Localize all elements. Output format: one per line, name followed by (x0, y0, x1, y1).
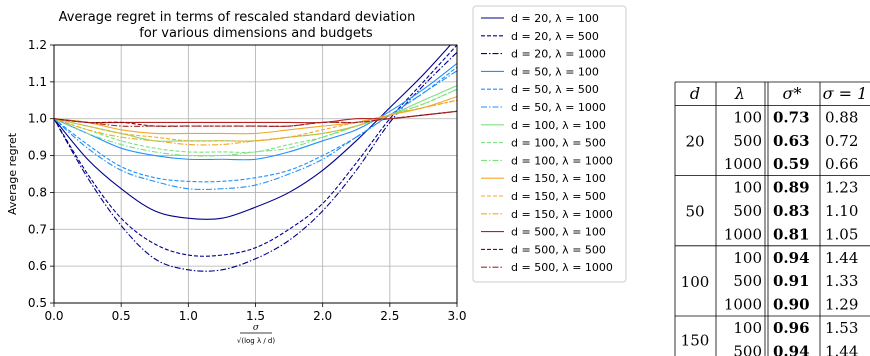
table-cell-sigma-one: 1.44 (825, 342, 858, 356)
axis-ticks: 0.0 0.5 1.0 1.5 2.0 2.5 3.00.50.60.70.80.91.01… (28, 38, 467, 323)
table-cell-sigma-star: 0.94 (773, 342, 810, 356)
legend-entry: d = 50, λ = 500 (511, 83, 599, 96)
series-line-11 (54, 99, 457, 146)
results-table: d λ σ* σ = 1 100 0.73 0.88 500 0.63 0.72 1000 0.59 0… (674, 81, 870, 356)
legend-entry: d = 150, λ = 1000 (511, 208, 613, 221)
table-cell-sigma-star: 0.96 (773, 319, 810, 337)
table-cell-sigma-star: 0.89 (773, 179, 810, 197)
table-cell-lambda: 100 (733, 179, 762, 197)
table-header: σ* (783, 84, 802, 103)
x-axis-label-denominator: √(log λ / d) (237, 337, 275, 345)
table-cell-lambda: 500 (733, 272, 762, 290)
legend-entry: d = 20, λ = 1000 (511, 48, 606, 61)
x-tick-label: 2.0 (313, 309, 332, 323)
table-cell-d: 50 (685, 203, 704, 221)
legend-entry: d = 100, λ = 100 (511, 119, 606, 132)
legend-entry: d = 150, λ = 100 (511, 172, 606, 185)
y-tick-label: 1.1 (28, 75, 47, 89)
table-header: σ = 1 (823, 84, 868, 103)
table-cell-lambda: 500 (733, 342, 762, 356)
chart-subtitle: for various dimensions and budgets (139, 26, 373, 41)
y-axis-label: Average regret (6, 132, 19, 215)
series-lines (54, 45, 457, 272)
series-line-2 (54, 51, 457, 272)
y-tick-label: 0.5 (28, 296, 47, 310)
table-cell-lambda: 100 (733, 249, 762, 267)
y-tick-label: 0.6 (28, 259, 47, 273)
table-cell-lambda: 500 (733, 132, 762, 150)
legend-box (472, 5, 627, 283)
table-cell-sigma-star: 0.59 (773, 155, 810, 173)
table-cell-lambda: 500 (733, 202, 762, 220)
x-tick-label: 0.5 (112, 309, 131, 323)
table-cell-sigma-one: 1.05 (825, 225, 858, 243)
x-tick-label: 3.0 (447, 309, 466, 323)
table-cell-sigma-one: 1.53 (825, 319, 858, 337)
y-tick-label: 0.8 (28, 185, 47, 199)
table-cell-sigma-one: 1.33 (825, 272, 858, 290)
legend-entry: d = 100, λ = 1000 (511, 154, 613, 167)
series-line-0 (54, 45, 452, 220)
x-tick-label: 0.0 (44, 309, 63, 323)
table-cell-lambda: 1000 (724, 225, 762, 243)
legend-entry: d = 50, λ = 1000 (511, 101, 606, 114)
chart-title: Average regret in terms of rescaled stan… (59, 10, 416, 25)
y-tick-label: 0.9 (28, 149, 47, 163)
table-cell-sigma-star: 0.90 (773, 296, 810, 314)
table-cell-sigma-star: 0.63 (773, 132, 810, 150)
legend-entry: d = 20, λ = 100 (511, 12, 599, 25)
x-axis-label: σ √(log λ / d) (237, 323, 275, 345)
table-cell-sigma-star: 0.91 (773, 272, 810, 290)
table-cell-lambda: 1000 (724, 296, 762, 314)
legend-entry: d = 150, λ = 500 (511, 190, 606, 203)
series-line-10 (54, 99, 457, 142)
legend-entry: d = 500, λ = 500 (511, 243, 606, 256)
legend-entry: d = 50, λ = 100 (511, 65, 599, 78)
table-cell-d: 100 (681, 273, 710, 291)
table-cell-lambda: 100 (733, 108, 762, 126)
table-cell-lambda: 1000 (724, 155, 762, 173)
table-cell-sigma-star: 0.73 (773, 108, 810, 126)
y-tick-label: 1.2 (28, 38, 47, 52)
x-tick-label: 1.0 (179, 309, 198, 323)
table-cell-sigma-star: 0.94 (773, 249, 810, 267)
legend: d = 20, λ = 100 d = 20, λ = 500 d = 20, λ … (472, 5, 627, 283)
table-cell-sigma-star: 0.81 (773, 225, 810, 243)
y-tick-label: 0.7 (28, 222, 47, 236)
x-axis-label-numerator: σ (253, 323, 260, 333)
legend-entry: d = 20, λ = 500 (511, 30, 599, 43)
table-cell-sigma-one: 0.72 (825, 132, 858, 150)
series-line-3 (54, 62, 457, 161)
legend-entry: d = 100, λ = 500 (511, 137, 606, 150)
table-cell-sigma-one: 1.29 (825, 296, 858, 314)
series-line-14 (54, 110, 457, 127)
table-header: d (690, 84, 700, 103)
legend-entry: d = 500, λ = 100 (511, 226, 606, 239)
table-cell-sigma-one: 1.23 (825, 179, 858, 197)
table-cell-sigma-one: 1.44 (825, 249, 858, 267)
table-cell-sigma-one: 0.66 (825, 155, 858, 173)
series-line-1 (54, 45, 457, 257)
table-cell-sigma-star: 0.83 (773, 202, 810, 220)
table-cell-d: 20 (685, 133, 704, 151)
y-tick-label: 1.0 (28, 112, 47, 126)
table-cell-lambda: 100 (733, 319, 762, 337)
table-cell-d: 150 (681, 331, 710, 349)
legend-entry: d = 500, λ = 1000 (511, 261, 613, 274)
table-cell-sigma-one: 1.10 (825, 202, 858, 220)
x-tick-label: 2.5 (380, 309, 399, 323)
table-header: λ (734, 84, 745, 103)
table-cell-sigma-one: 0.88 (825, 108, 858, 126)
plot-area: 0.0 0.5 1.0 1.5 2.0 2.5 3.00.50.60.70.80.91.01… (28, 38, 467, 323)
series-line-5 (54, 70, 457, 190)
x-tick-label: 1.5 (246, 309, 265, 323)
